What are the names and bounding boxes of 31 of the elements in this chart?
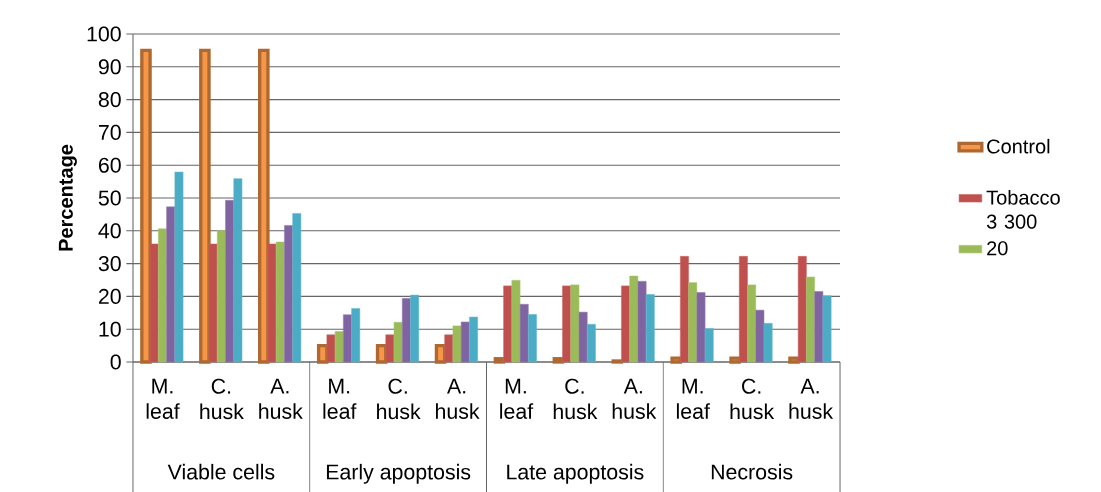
- x-tick-label: A. husk: [259, 378, 303, 419]
- y-tick-label: 0: [110, 354, 121, 370]
- y-tick-label: 60: [98, 157, 121, 173]
- y-tick-label: 70: [98, 124, 121, 140]
- x-tick-label: A. husk: [789, 378, 834, 419]
- y-tick-label: 20: [98, 288, 121, 304]
- x-tick-label: M. leaf: [676, 378, 710, 419]
- legend-label: Tobacco 3 300: [986, 190, 1060, 229]
- x-tick-label: M. leaf: [500, 378, 534, 419]
- x-tick-label: A. husk: [612, 378, 657, 419]
- y-tick-label: 100: [87, 26, 121, 42]
- text: Necrosis: [711, 463, 793, 480]
- text: Viable cells: [167, 463, 275, 480]
- y-tick-label: 10: [99, 321, 121, 337]
- y-tick-label: 80: [98, 92, 121, 108]
- x-tick-label: C. husk: [730, 378, 775, 420]
- y-tick-label: 90: [98, 59, 121, 75]
- y-tick-label: 50: [98, 190, 121, 206]
- x-tick-label: M. leaf: [146, 378, 180, 419]
- text: Early apoptosis: [326, 463, 471, 484]
- y-tick-label: 40: [98, 223, 121, 239]
- y-axis-title: Percentage: [58, 144, 77, 251]
- legend-label: Control: [987, 138, 1050, 154]
- x-tick-label: C. husk: [553, 378, 598, 420]
- x-tick-label: A. husk: [436, 378, 480, 419]
- legend-label: 20: [987, 241, 1008, 256]
- x-tick-label: C. husk: [377, 378, 421, 420]
- x-tick-label: C. husk: [200, 378, 244, 420]
- x-tick-label: M. leaf: [323, 378, 357, 419]
- y-tick-label: 30: [98, 256, 121, 272]
- text: Late apoptosis: [507, 463, 644, 484]
